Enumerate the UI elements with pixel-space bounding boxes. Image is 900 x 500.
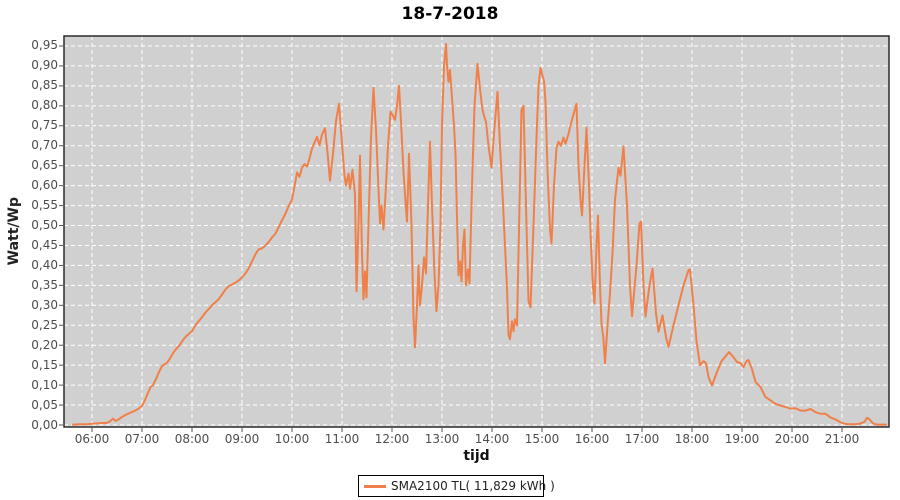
y-tick-label: 0,30 <box>31 297 58 312</box>
x-tick-label: 10:00 <box>274 432 310 446</box>
y-tick-label: 0,90 <box>31 58 58 73</box>
x-axis-title: tijd <box>463 448 490 464</box>
x-tick-label: 09:00 <box>224 432 260 446</box>
y-tick-label: 0,65 <box>31 158 58 173</box>
x-tick-label: 16:00 <box>574 432 610 446</box>
y-tick-label: 0,15 <box>31 357 58 372</box>
plot-background <box>64 36 889 427</box>
x-tick-label: 13:00 <box>424 432 460 446</box>
y-tick-label: 0,10 <box>31 377 58 392</box>
y-tick-label: 0,85 <box>31 78 58 93</box>
x-tick-label: 20:00 <box>774 432 810 446</box>
y-tick-label: 0,75 <box>31 118 58 133</box>
x-tick-label: 06:00 <box>74 432 110 446</box>
y-tick-label: 0,00 <box>31 417 58 432</box>
y-tick-label: 0,45 <box>31 237 58 252</box>
y-tick-label: 0,20 <box>31 337 58 352</box>
y-tick-label: 0,80 <box>31 98 58 113</box>
y-tick-label: 0,50 <box>31 218 58 232</box>
y-tick-label: 0,25 <box>31 317 58 332</box>
y-tick-label: 0,70 <box>31 138 58 153</box>
y-tick-label: 0,55 <box>31 198 58 213</box>
y-tick-label: 0,35 <box>31 277 58 292</box>
x-tick-label: 07:00 <box>124 432 160 446</box>
y-axis-title: Watt/Wp <box>2 36 26 427</box>
x-tick-label: 21:00 <box>824 432 860 446</box>
chart-title: 18-7-2018 <box>401 4 499 24</box>
legend: SMA2100 TL( 11,829 kWh ) <box>358 475 555 497</box>
legend-series-label: SMA2100 TL( 11,829 kWh ) <box>391 479 555 493</box>
x-tick-label: 18:00 <box>674 432 710 446</box>
plot-border <box>63 35 890 428</box>
x-tick-label: 15:00 <box>524 432 560 446</box>
series-line <box>72 43 887 426</box>
y-tick-label: 0,05 <box>31 397 58 412</box>
x-tick-label: 12:00 <box>374 432 410 446</box>
y-tick-label: 0,95 <box>31 38 58 53</box>
x-tick-label: 11:00 <box>324 432 360 446</box>
x-tick-label: 08:00 <box>174 432 210 446</box>
x-tick-label: 19:00 <box>724 432 760 446</box>
y-tick-label: 0,60 <box>31 178 58 193</box>
y-axis-title-text: Watt/Wp <box>6 197 22 266</box>
y-tick-label: 0,40 <box>31 257 58 272</box>
x-tick-label: 17:00 <box>624 432 660 446</box>
x-tick-label: 14:00 <box>474 432 510 446</box>
legend-line-swatch <box>364 484 386 488</box>
